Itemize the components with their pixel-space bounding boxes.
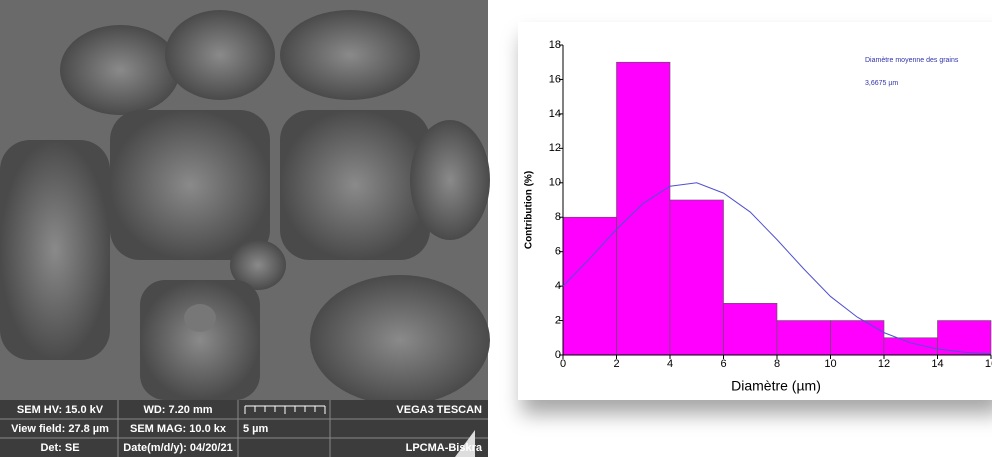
x-tick-label: 4	[667, 358, 673, 370]
info-text: SEM MAG: 10.0 kx	[130, 423, 227, 435]
info-text: SEM HV: 15.0 kV	[17, 404, 104, 416]
x-tick-label: 2	[613, 358, 619, 370]
annotation: 3,6675 µm	[865, 80, 898, 87]
info-text: WD: 7.20 mm	[143, 404, 212, 416]
info-text: View field: 27.8 µm	[11, 423, 109, 435]
bar	[830, 320, 885, 356]
x-tick-label: 6	[720, 358, 726, 370]
y-tick-label: 16	[549, 73, 561, 85]
y-tick-label: 8	[555, 211, 561, 223]
plot: 0 2 4 6 8 10 12 14 16 18 0 2 4 6 8 10 12 14 16	[549, 39, 992, 370]
fit-curve	[562, 182, 992, 355]
y-tick-label: 2	[555, 314, 561, 326]
info-text: LPCMA-Biskra	[406, 442, 483, 454]
x-tick-label: 8	[774, 358, 780, 370]
x-tick-label: 14	[931, 358, 943, 370]
y-tick-label: 10	[549, 177, 561, 189]
info-text: Date(m/d/y): 04/20/21	[123, 442, 232, 454]
x-tick-label: 12	[878, 358, 890, 370]
annotation: Diamètre moyenne des grains	[865, 57, 959, 64]
info-text: Det: SE	[40, 442, 79, 454]
y-tick-label: 12	[549, 142, 561, 154]
x-axis-label: Diamètre (µm)	[731, 378, 821, 394]
bar	[723, 303, 778, 356]
info-text: 5 µm	[243, 423, 269, 435]
bar	[937, 320, 992, 356]
y-tick-label: 18	[549, 39, 561, 51]
y-tick-label: 4	[555, 280, 561, 292]
sem-info-bar	[0, 400, 488, 457]
x-tick-label: 0	[560, 358, 566, 370]
bar	[669, 199, 724, 356]
y-tick-label: 14	[549, 108, 561, 120]
info-text: VEGA3 TESCAN	[396, 404, 482, 416]
y-tick-label: 0	[555, 349, 561, 361]
bar	[776, 320, 831, 356]
x-tick-label: 10	[824, 358, 836, 370]
sem-image	[0, 0, 490, 405]
y-tick-label: 6	[555, 246, 561, 258]
y-axis-label: Contribution (%)	[524, 171, 535, 249]
bar	[616, 61, 671, 356]
x-tick-label: 16	[985, 358, 992, 370]
bar	[883, 337, 938, 356]
